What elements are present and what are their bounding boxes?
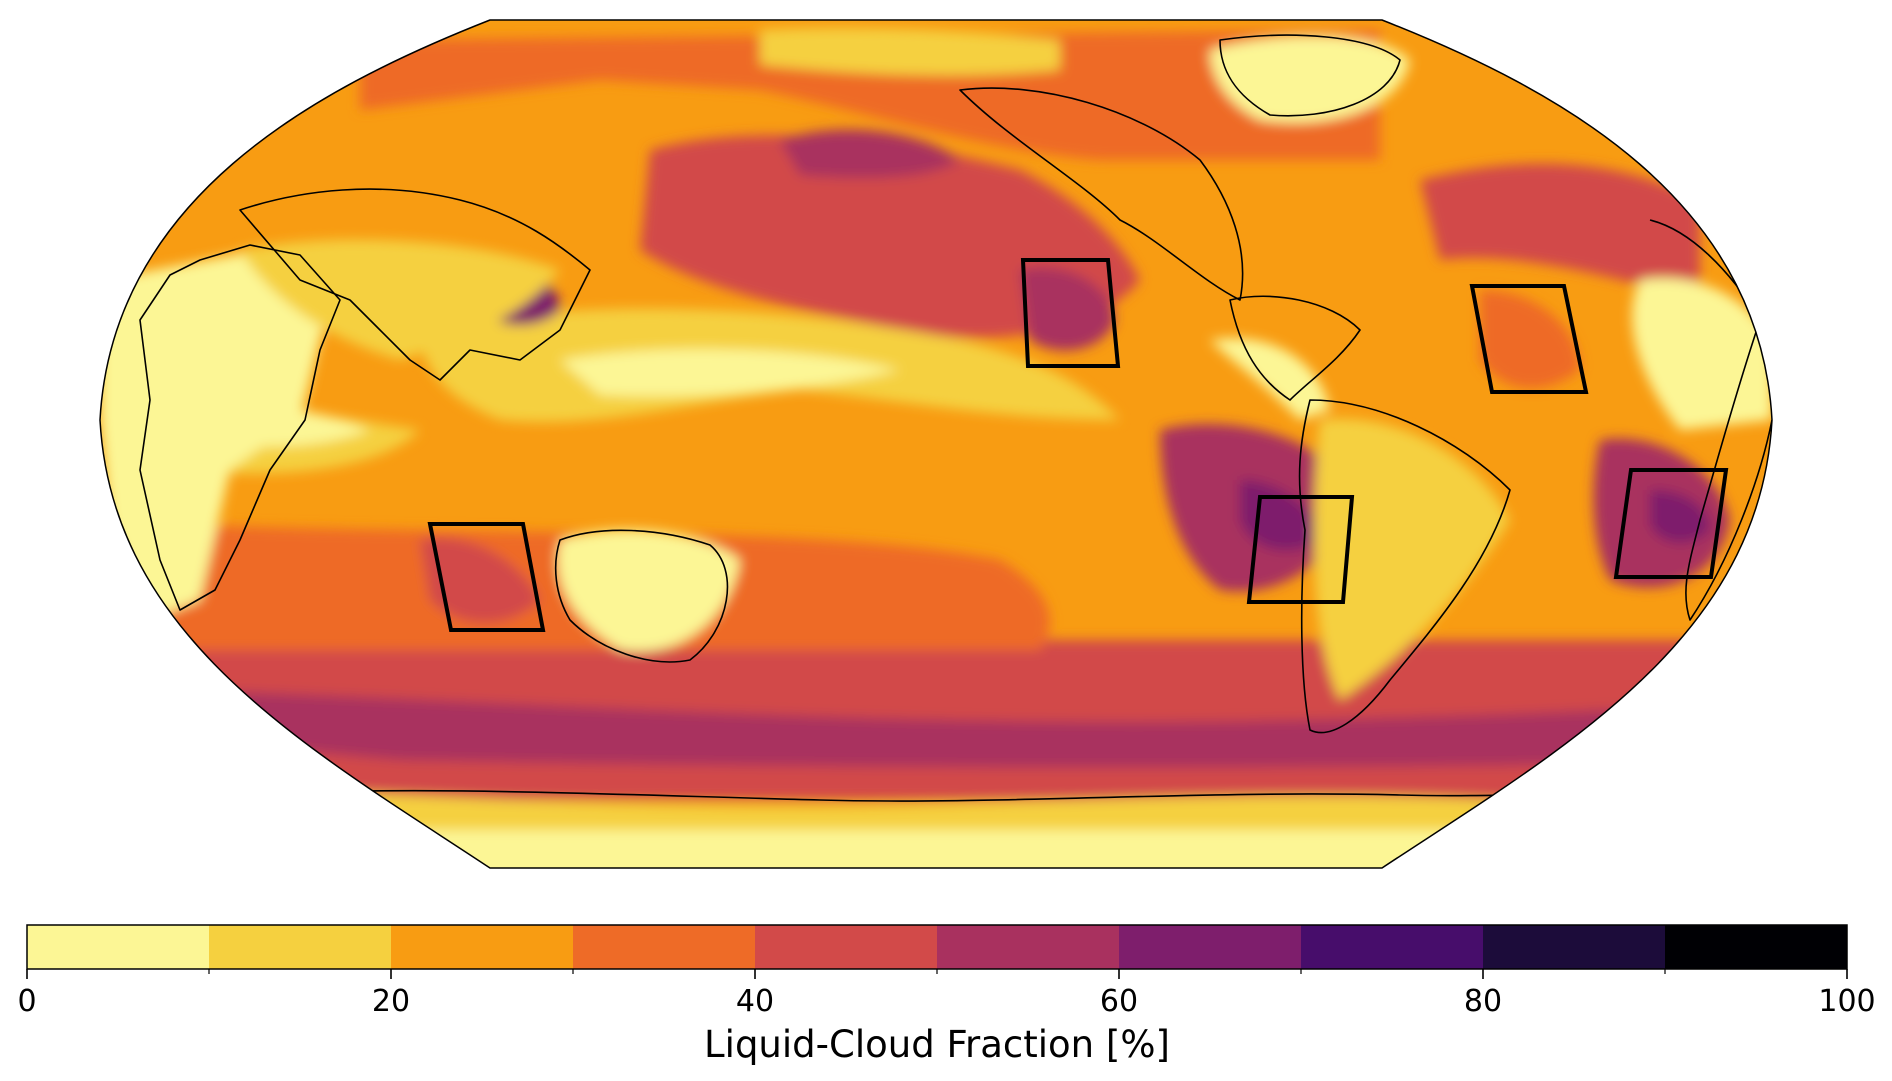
cloud-fraction-field xyxy=(0,0,1892,900)
colorbar-tick-label: 100 xyxy=(1818,984,1875,1019)
colorbar-segment xyxy=(755,925,938,969)
colorbar: 0 20 40 60 80 100 Liquid-Cloud Fraction [%] xyxy=(17,925,1875,1066)
colorbar-title: Liquid-Cloud Fraction [%] xyxy=(704,1023,1170,1066)
colorbar-tick-label: 0 xyxy=(17,984,36,1019)
colorbar-segment xyxy=(937,925,1120,969)
colorbar-tick-label: 80 xyxy=(1464,984,1502,1019)
colorbar-tick-label: 60 xyxy=(1100,984,1138,1019)
colorbar-tick-label: 20 xyxy=(372,984,410,1019)
colorbar-segment xyxy=(27,925,210,969)
colorbar-segment xyxy=(209,925,392,969)
field-antarctica-0 xyxy=(200,820,1700,900)
colorbar-segment xyxy=(391,925,574,969)
colorbar-segment xyxy=(1665,925,1848,969)
colorbar-tick-label: 40 xyxy=(736,984,774,1019)
colorbar-segment xyxy=(1483,925,1666,969)
colorbar-ticks xyxy=(27,969,1847,979)
globe-map xyxy=(0,0,1892,900)
colorbar-tick-labels: 0 20 40 60 80 100 xyxy=(17,984,1875,1019)
colorbar-segment xyxy=(1119,925,1302,969)
colorbar-segments xyxy=(27,925,1848,969)
colorbar-segment xyxy=(1301,925,1484,969)
colorbar-segment xyxy=(573,925,756,969)
